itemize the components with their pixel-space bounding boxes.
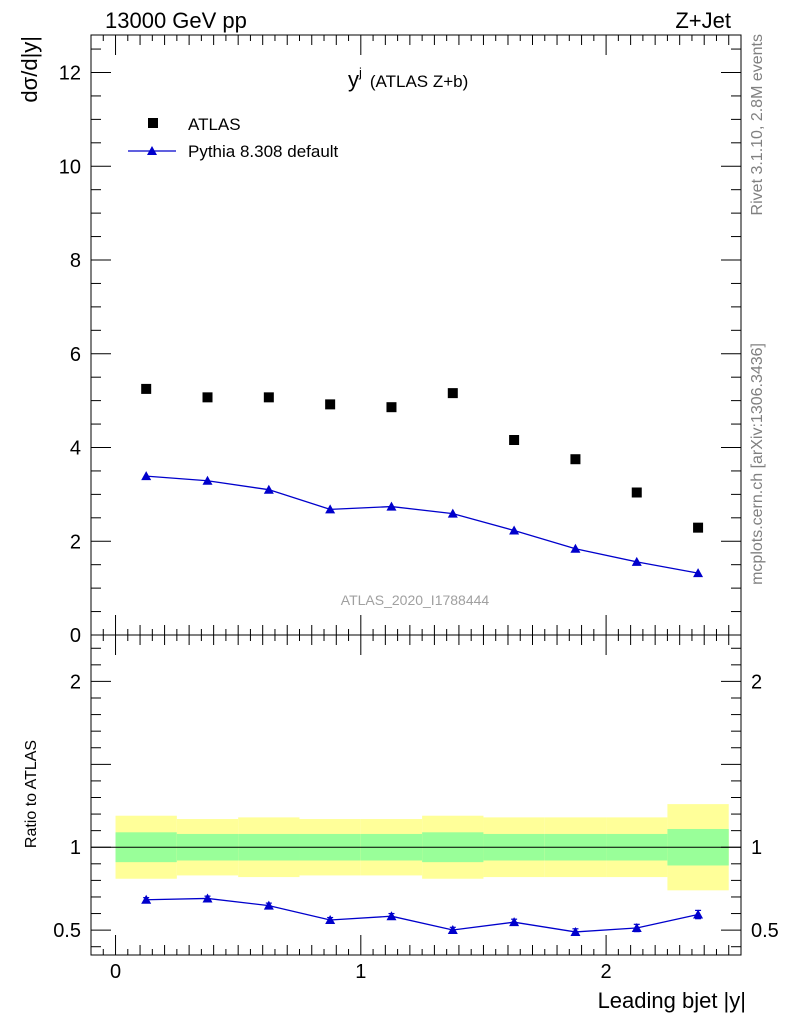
atlas-point (263, 392, 274, 403)
ratio-panel: 0 1 2 0.5 0.5 1 1 2 2 Ratio to ATLAS Leading bje… (23, 634, 779, 1013)
pythia-point (570, 543, 581, 553)
reference-label: mcplots.cern.ch [arXiv:1306.3436] (749, 343, 766, 585)
y-tick-label: 6 (70, 344, 81, 366)
ratio-point (447, 924, 458, 934)
watermark: ATLAS_2020_I1788444 (341, 592, 490, 608)
pythia-point (263, 484, 274, 494)
y-tick-label: 2 (70, 531, 81, 553)
pythia-line (146, 475, 699, 574)
y-tick-label: 4 (70, 438, 81, 460)
pythia-point (202, 475, 213, 485)
ratio-point (263, 900, 274, 910)
ratio-point (141, 894, 152, 904)
ratio-point (693, 909, 704, 919)
atlas-point (325, 399, 336, 410)
y-tick-label: 12 (59, 63, 81, 85)
pythia-point (386, 501, 397, 511)
ratio-y-tick-label-right: 0.5 (751, 920, 779, 942)
pythia-point (693, 568, 704, 578)
pythia-point (631, 556, 642, 566)
ratio-point (570, 926, 581, 936)
atlas-point (693, 522, 704, 533)
x-tick-label: 0 (110, 961, 121, 983)
main-ylabel: dσ/d|y| (17, 36, 42, 103)
main-title-sup: j (358, 65, 362, 80)
rivet-label: Rivet 3.1.10, 2.8M events (749, 34, 766, 215)
ratio-frame (90, 634, 742, 956)
legend: ATLAS Pythia 8.308 default (128, 115, 339, 161)
main-title-var: y (348, 67, 359, 92)
main-ticks: 0 2 4 6 8 10 12 (59, 35, 742, 647)
ratio-y-tick-label: 2 (70, 671, 81, 693)
atlas-point (447, 388, 458, 399)
pythia-point (509, 525, 520, 535)
atlas-point (631, 487, 642, 498)
energy-label: 13000 GeV pp (105, 8, 247, 33)
pythia-point (447, 508, 458, 518)
ratio-point (325, 915, 336, 925)
process-label: Z+Jet (675, 8, 731, 33)
legend-atlas-label: ATLAS (188, 115, 241, 134)
ratio-ylabel: Ratio to ATLAS (23, 740, 40, 848)
ratio-y-tick-label-right: 1 (751, 837, 762, 859)
ratio-point (386, 911, 397, 921)
atlas-point (570, 454, 581, 465)
atlas-point (386, 402, 397, 413)
main-panel: 0 2 4 6 8 10 12 dσ/d|y| yj (ATLAS Z+b) ATLAS_20… (17, 34, 742, 647)
main-title-rest: (ATLAS Z+b) (370, 72, 468, 91)
x-tick-label: 1 (355, 961, 366, 983)
ratio-y-tick-label: 1 (70, 837, 81, 859)
legend-pythia-label: Pythia 8.308 default (188, 142, 339, 161)
y-tick-label: 0 (70, 625, 81, 647)
y-tick-label: 10 (59, 156, 81, 178)
main-plot-content (141, 383, 704, 578)
ratio-point (202, 893, 213, 903)
ratio-y-tick-label-right: 2 (751, 671, 762, 693)
pythia-point (141, 471, 152, 481)
ratio-point (631, 922, 642, 932)
atlas-point (509, 435, 520, 445)
x-tick-label: 2 (601, 961, 612, 983)
atlas-point (202, 392, 213, 403)
pythia-point (325, 504, 336, 514)
x-axis-label: Leading bjet |y| (598, 988, 746, 1013)
ratio-plot-content (91, 804, 741, 936)
y-tick-label: 8 (70, 250, 81, 272)
ratio-ticks: 0 1 2 0.5 0.5 1 1 2 2 (53, 635, 779, 983)
ratio-y-tick-label: 0.5 (53, 920, 81, 942)
legend-pythia-marker (147, 146, 157, 155)
ratio-point (509, 917, 520, 927)
ratio-line (146, 897, 699, 933)
main-title: yj (ATLAS Z+b) (348, 65, 468, 92)
atlas-point (141, 383, 152, 394)
legend-atlas-marker (148, 118, 158, 128)
